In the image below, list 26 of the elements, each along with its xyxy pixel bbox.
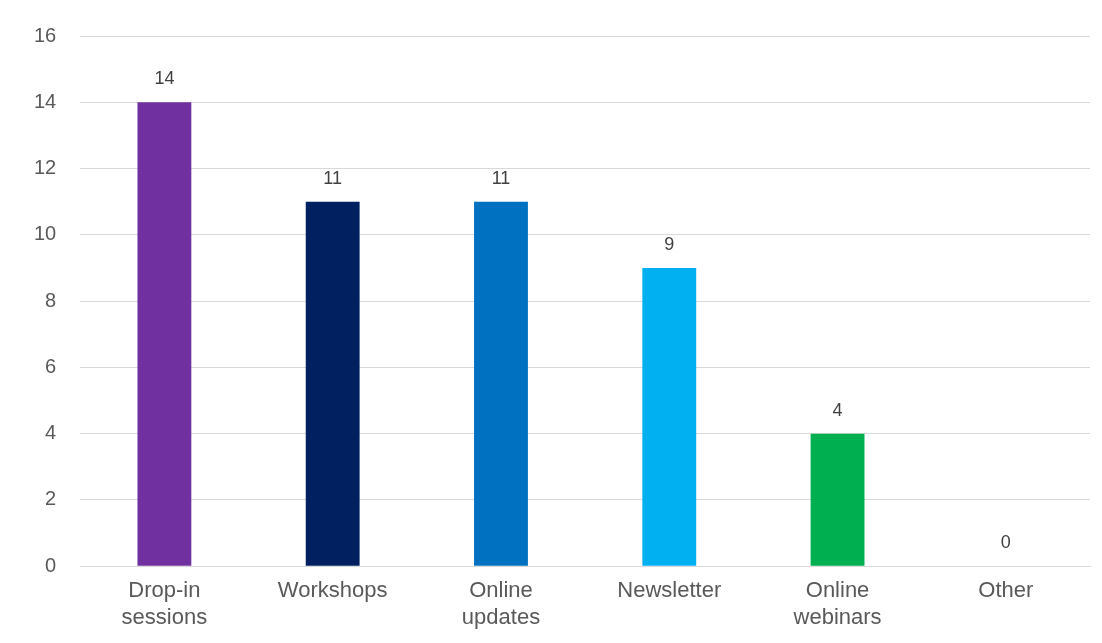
x-tick-label: Drop-in sessions [121,577,208,629]
y-tick-label: 10 [34,222,57,245]
y-tick-label: 0 [45,553,57,576]
data-label: 4 [832,399,843,420]
data-label: 9 [664,233,675,254]
data-label: 11 [323,167,343,188]
bar [305,201,360,566]
y-tick-label: 8 [45,288,57,311]
x-tick-label: Workshops [277,577,388,603]
data-label: 14 [154,68,175,89]
y-tick-label: 14 [34,89,57,112]
x-tick-label: Newsletter [617,577,722,603]
x-tick-label: Other [978,577,1034,603]
y-tick-label: 6 [45,354,57,377]
data-label: 0 [1000,532,1011,553]
bar [137,102,192,566]
x-tick-label: Online webinars [792,577,882,629]
data-label: 11 [491,167,511,188]
y-tick-label: 16 [34,23,57,46]
x-tick-label: Online updates [461,577,541,629]
bar [474,201,528,566]
y-tick-label: 12 [34,156,57,179]
bar [642,267,697,566]
bar [810,433,865,566]
y-tick-label: 2 [45,487,57,510]
y-tick-label: 4 [45,421,57,444]
